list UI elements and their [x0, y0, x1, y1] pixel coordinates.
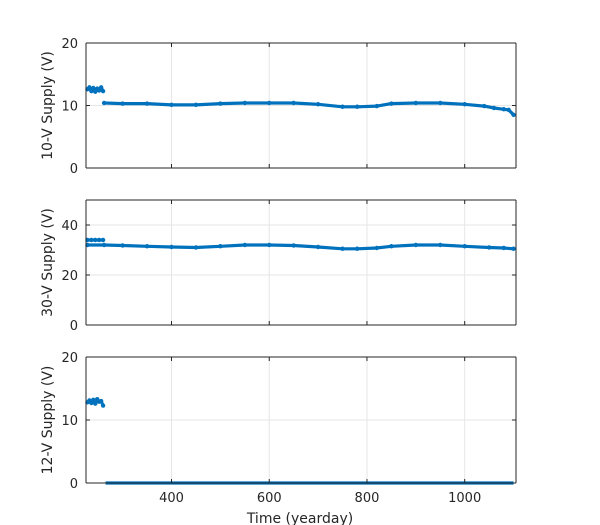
data-point	[144, 244, 150, 249]
data-point	[98, 85, 104, 90]
data-point	[89, 237, 94, 243]
data-point	[340, 104, 345, 109]
data-point	[354, 104, 360, 109]
data-point	[169, 102, 174, 108]
data-trace	[85, 243, 516, 251]
series-1	[85, 85, 106, 94]
y-tick-label: 10	[61, 100, 78, 115]
data-point	[438, 100, 443, 106]
y-tick-label: 0	[70, 162, 78, 177]
data-trace	[102, 101, 516, 117]
data-point	[100, 88, 106, 94]
data-point	[87, 85, 92, 90]
data-point	[511, 246, 516, 251]
data-point	[218, 244, 223, 249]
y-tick-label: 20	[61, 37, 78, 52]
y-axis-label: 30-V Supply (V)	[40, 208, 56, 317]
data-point	[374, 103, 379, 109]
x-tick-label: 800	[355, 491, 380, 506]
x-tick-label: 600	[257, 491, 282, 506]
data-point	[120, 243, 125, 248]
series-1	[85, 237, 106, 243]
data-point	[89, 400, 94, 406]
data-point	[98, 398, 104, 404]
data-point	[93, 237, 98, 243]
data-point	[91, 397, 96, 403]
data-point	[91, 85, 96, 91]
data-point	[340, 246, 345, 251]
data-point	[486, 245, 492, 250]
data-point	[413, 242, 419, 248]
x-tick-label: 400	[159, 491, 184, 506]
series-2	[101, 100, 516, 118]
data-point	[511, 112, 516, 118]
y-tick-label: 40	[61, 219, 78, 234]
data-point	[315, 244, 321, 250]
data-point	[218, 101, 223, 106]
data-point	[291, 100, 296, 106]
data-point	[242, 242, 248, 248]
data-point	[291, 243, 296, 248]
data-point	[354, 246, 360, 251]
data-point	[389, 101, 394, 106]
data-point	[413, 100, 419, 106]
subplot-2: 0 20 40 30-V Supply (V)	[40, 199, 517, 334]
data-point	[267, 242, 272, 248]
subplot-3: 400 600 800 1000 0 10 20 12-V Supply (V) Time (y…	[40, 351, 517, 525]
data-point	[93, 401, 98, 406]
data-point	[120, 101, 125, 106]
data-point	[169, 244, 174, 250]
data-point	[501, 245, 506, 251]
y-tick-label: 20	[61, 269, 78, 284]
y-tick-label: 10	[61, 414, 78, 429]
data-point	[462, 244, 467, 249]
data-point	[462, 102, 467, 107]
data-point	[491, 105, 497, 111]
x-axis-label: Time (yearday)	[246, 511, 353, 525]
y-axis-label: 10-V Supply (V)	[40, 51, 56, 160]
data-point	[315, 102, 321, 107]
data-point	[482, 103, 487, 109]
data-point	[144, 101, 150, 106]
data-point	[389, 244, 394, 249]
data-point	[96, 237, 102, 243]
y-axis-label: 12-V Supply (V)	[40, 366, 56, 475]
data-point	[100, 237, 106, 243]
data-point	[242, 100, 248, 106]
data-point	[501, 107, 506, 112]
data-point	[506, 107, 511, 113]
y-tick-label: 20	[61, 351, 78, 366]
series-2	[85, 242, 516, 251]
data-point	[374, 245, 379, 251]
data-point	[100, 403, 106, 408]
data-point	[267, 100, 272, 106]
series-1	[85, 397, 106, 408]
data-point	[101, 242, 107, 248]
data-point	[438, 242, 443, 248]
data-point	[193, 102, 199, 108]
y-tick-label: 0	[70, 477, 78, 492]
y-tick-label: 0	[70, 319, 78, 334]
subplot-1: 0 10 20 10-V Supply (V)	[40, 37, 517, 177]
x-tick-label: 1000	[448, 491, 481, 506]
data-point	[101, 100, 107, 106]
data-point	[193, 245, 199, 250]
